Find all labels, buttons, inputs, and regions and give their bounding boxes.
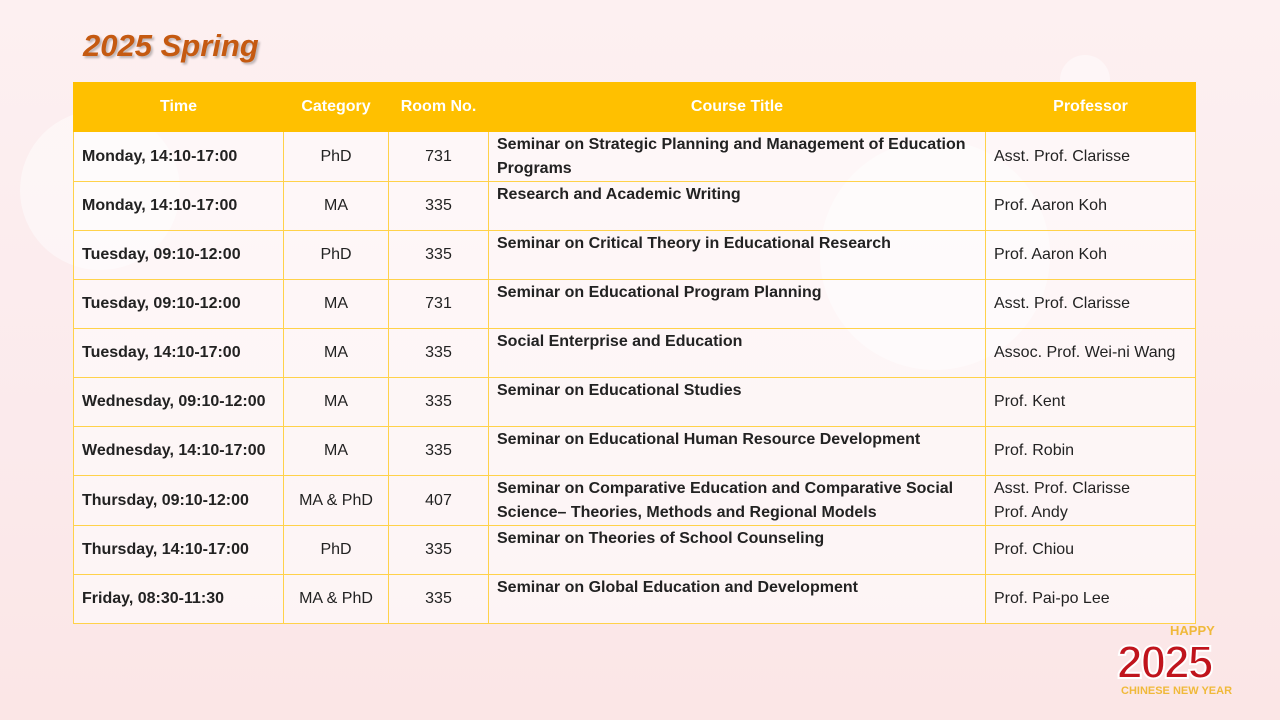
table-cell: 407 <box>388 475 489 526</box>
table-row: Monday, 14:10-17:00 MA 335 Research and Aca… <box>73 181 1196 231</box>
table-cell: Seminar on Educational Program Planning <box>488 279 986 329</box>
table-cell: Tuesday, 09:10-12:00 <box>73 279 284 329</box>
table-cell: Asst. Prof. Clarisse Prof. Andy <box>985 475 1196 526</box>
table-row: Monday, 14:10-17:00 PhD 731 Seminar on Stra… <box>73 131 1196 182</box>
table-row: Thursday, 09:10-12:00 MA & PhD 407 Seminar … <box>73 475 1196 526</box>
table-cell: MA <box>283 279 389 329</box>
badge-bottom: CHINESE NEW YEAR <box>1121 685 1233 697</box>
table-cell: MA <box>283 328 389 378</box>
table-cell: Seminar on Educational Human Resource De… <box>488 426 986 476</box>
table-cell: Prof. Aaron Koh <box>985 230 1196 280</box>
table-cell: MA <box>283 377 389 427</box>
table-cell: Prof. Pai-po Lee <box>985 574 1196 624</box>
table-cell: PhD <box>283 131 389 182</box>
table-row: Wednesday, 14:10-17:00 MA 335 Seminar on Ed… <box>73 426 1196 476</box>
table-cell: 335 <box>388 377 489 427</box>
header-row: Time Category Room No. Course Title Professo… <box>73 82 1196 132</box>
table-cell: Prof. Chiou <box>985 525 1196 575</box>
table-cell: 335 <box>388 328 489 378</box>
table-cell: Wednesday, 14:10-17:00 <box>73 426 284 476</box>
table-cell: Thursday, 14:10-17:00 <box>73 525 284 575</box>
table-cell: MA <box>283 426 389 476</box>
table-cell: Prof. Aaron Koh <box>985 181 1196 231</box>
table-cell: Wednesday, 09:10-12:00 <box>73 377 284 427</box>
table-cell: 731 <box>388 279 489 329</box>
table-cell: Assoc. Prof. Wei-ni Wang <box>985 328 1196 378</box>
table-cell: Seminar on Global Education and Developm… <box>488 574 986 624</box>
table-cell: 731 <box>388 131 489 182</box>
table-cell: Seminar on Critical Theory in Educationa… <box>488 230 986 280</box>
table-cell: 335 <box>388 426 489 476</box>
table-cell: Seminar on Educational Studies <box>488 377 986 427</box>
new-year-badge: HAPPY 2025 CHINESE NEW YEAR <box>1095 615 1265 715</box>
table-cell: 335 <box>388 574 489 624</box>
column-header: Professor <box>985 82 1196 132</box>
table-row: Tuesday, 09:10-12:00 MA 731 Seminar on Educ… <box>73 279 1196 329</box>
table-cell: Seminar on Strategic Planning and Manage… <box>488 131 986 182</box>
table-cell: Tuesday, 14:10-17:00 <box>73 328 284 378</box>
table-cell: Seminar on Comparative Education and Com… <box>488 475 986 526</box>
table-cell: Research and Academic Writing <box>488 181 986 231</box>
table-row: Thursday, 14:10-17:00 PhD 335 Seminar on Th… <box>73 525 1196 575</box>
table-cell: Seminar on Theories of School Counseling <box>488 525 986 575</box>
table-cell: Social Enterprise and Education <box>488 328 986 378</box>
schedule-table: Time Category Room No. Course Title Professo… <box>73 82 1196 624</box>
table-cell: Friday, 08:30-11:30 <box>73 574 284 624</box>
column-header: Category <box>283 82 389 132</box>
slide-title: 2025 Spring <box>83 28 259 63</box>
badge-top: HAPPY <box>1170 623 1215 638</box>
table-cell: Prof. Robin <box>985 426 1196 476</box>
table-row: Tuesday, 09:10-12:00 PhD 335 Seminar on Cri… <box>73 230 1196 280</box>
table-cell: Monday, 14:10-17:00 <box>73 131 284 182</box>
table-row: Wednesday, 09:10-12:00 MA 335 Seminar on Ed… <box>73 377 1196 427</box>
table-row: Tuesday, 14:10-17:00 MA 335 Social Enterpri… <box>73 328 1196 378</box>
table-cell: MA <box>283 181 389 231</box>
cell-line: Asst. Prof. Clarisse <box>994 479 1131 497</box>
table-cell: Asst. Prof. Clarisse <box>985 131 1196 182</box>
table-cell: Thursday, 09:10-12:00 <box>73 475 284 526</box>
cell-line: Prof. Andy <box>994 503 1068 521</box>
table-cell: 335 <box>388 525 489 575</box>
column-header: Room No. <box>388 82 489 132</box>
table-cell: 335 <box>388 181 489 231</box>
table-cell: Tuesday, 09:10-12:00 <box>73 230 284 280</box>
column-header: Course Title <box>488 82 986 132</box>
table-cell: MA & PhD <box>283 475 389 526</box>
column-header: Time <box>73 82 284 132</box>
table-cell: Monday, 14:10-17:00 <box>73 181 284 231</box>
table-cell: PhD <box>283 230 389 280</box>
table-cell: PhD <box>283 525 389 575</box>
badge-year: 2025 <box>1116 635 1214 689</box>
table-row: Friday, 08:30-11:30 MA & PhD 335 Seminar on… <box>73 574 1196 624</box>
table-cell: Prof. Kent <box>985 377 1196 427</box>
table-cell: 335 <box>388 230 489 280</box>
table-cell: MA & PhD <box>283 574 389 624</box>
table-cell: Asst. Prof. Clarisse <box>985 279 1196 329</box>
